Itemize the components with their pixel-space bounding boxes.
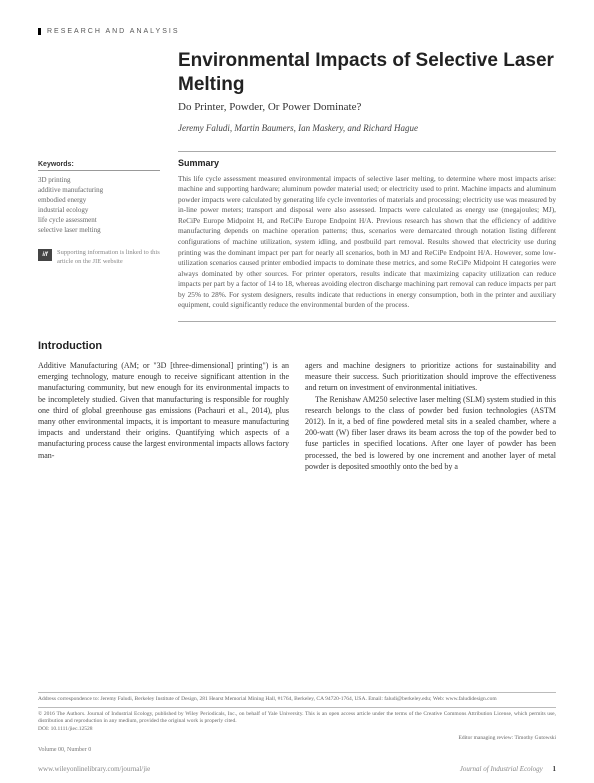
page-number: 1 xyxy=(553,765,557,773)
article-title: Environmental Impacts of Selective Laser… xyxy=(178,49,556,97)
supporting-info-text: Supporting information is linked to this… xyxy=(57,249,160,266)
section-label: RESEARCH AND ANALYSIS xyxy=(38,28,556,35)
keywords-list: 3D printing additive manufacturing embod… xyxy=(38,170,160,236)
title-block: Environmental Impacts of Selective Laser… xyxy=(178,49,556,133)
intro-header: Introduction xyxy=(38,340,556,352)
footer-block: Address correspondence to: Jeremy Faludi… xyxy=(38,689,556,753)
footer-url: www.wileyonlinelibrary.com/journal/jie xyxy=(38,765,150,773)
summary-body: This life cycle assessment measured envi… xyxy=(178,174,556,323)
intro-paragraph: agers and machine designers to prioritiz… xyxy=(305,360,556,394)
intro-col-right: agers and machine designers to prioritiz… xyxy=(305,360,556,472)
footer-journal: Journal of Industrial Ecology 1 xyxy=(460,765,556,773)
intro-col-left: Additive Manufacturing (AM; or "3D [thre… xyxy=(38,360,289,472)
intro-paragraph: Additive Manufacturing (AM; or "3D [thre… xyxy=(38,360,289,461)
copyright: © 2016 The Authors. Journal of Industria… xyxy=(38,707,556,733)
supporting-info: i/f Supporting information is linked to … xyxy=(38,249,160,266)
summary-header: Summary xyxy=(178,151,556,168)
summary-column: Summary This life cycle assessment measu… xyxy=(178,151,556,323)
sidebar: Keywords: 3D printing additive manufactu… xyxy=(38,151,160,323)
page-footer: www.wileyonlinelibrary.com/journal/jie J… xyxy=(38,765,556,773)
supporting-info-icon: i/f xyxy=(38,249,52,261)
correspondence-address: Address correspondence to: Jeremy Faludi… xyxy=(38,692,556,703)
authors: Jeremy Faludi, Martin Baumers, Ian Maske… xyxy=(178,123,556,133)
article-subtitle: Do Printer, Powder, Or Power Dominate? xyxy=(178,101,556,113)
journal-name: Journal of Industrial Ecology xyxy=(460,765,543,773)
intro-columns: Additive Manufacturing (AM; or "3D [thre… xyxy=(38,360,556,472)
intro-paragraph: The Renishaw AM250 selective laser melti… xyxy=(305,394,556,472)
editor-line: Editor managing review: Timothy Gutowski xyxy=(38,735,556,741)
keywords-header: Keywords: xyxy=(38,161,160,168)
volume-line: Volume 00, Number 0 xyxy=(38,747,556,753)
